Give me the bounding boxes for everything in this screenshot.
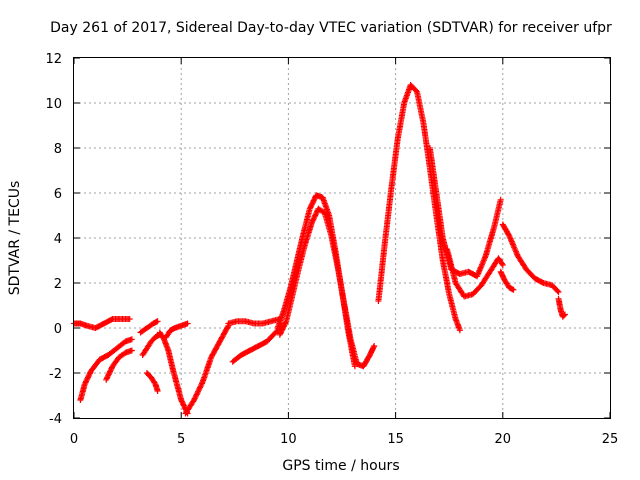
y-tick-label: -4 [49, 412, 62, 427]
y-axis-label: SDTVAR / TECUs [7, 181, 23, 296]
y-tick-label: 12 [45, 52, 62, 67]
data-point-markers [156, 329, 191, 417]
series-arc-g [156, 329, 191, 417]
y-tick-label: 0 [54, 322, 62, 337]
data-point-markers [77, 336, 135, 403]
data-point-markers [163, 320, 191, 340]
data-point-markers [497, 268, 517, 293]
series-arc-e [139, 331, 163, 358]
data-point-markers [143, 370, 161, 394]
data-point-markers [499, 221, 562, 295]
x-tick-label: 25 [602, 432, 619, 447]
data-point-markers [375, 82, 463, 334]
series-arc-f [143, 370, 161, 394]
data-point-markers [444, 246, 506, 300]
x-tick-label: 15 [387, 432, 404, 447]
data-point-markers [139, 331, 163, 358]
series-arc-p [444, 246, 506, 300]
y-tick-label: 6 [54, 187, 62, 202]
y-tick-label: 8 [54, 142, 62, 157]
plot-frame [73, 57, 611, 419]
series-arc-b [77, 336, 135, 403]
series-arc-l [274, 192, 358, 370]
series-arc-i [182, 322, 232, 417]
data-point-markers [276, 205, 378, 370]
series-arc-n [375, 82, 463, 334]
chart-title: Day 261 of 2017, Sidereal Day-to-day VTE… [50, 20, 612, 36]
series-arc-m [276, 205, 378, 370]
data-point-markers [229, 322, 285, 365]
series-arc-d [137, 318, 161, 336]
series-arc-q [499, 221, 562, 295]
data-point-markers [71, 316, 133, 331]
data-point-markers [182, 322, 232, 417]
data-point-markers [103, 347, 135, 383]
data-point-markers [225, 316, 283, 327]
y-tick-label: 10 [45, 97, 62, 112]
series-arc-h [163, 320, 191, 340]
series-arc-c [103, 347, 135, 383]
data-point-markers [426, 145, 504, 280]
data-series [71, 82, 568, 417]
series-arc-k [229, 322, 285, 365]
x-tick-label: 0 [70, 432, 78, 447]
data-point-markers [137, 318, 161, 336]
x-tick-label: 5 [177, 432, 185, 447]
x-axis-label: GPS time / hours [282, 458, 399, 474]
x-tick-label: 10 [280, 432, 297, 447]
y-tick-label: -2 [49, 367, 62, 382]
series-arc-s [555, 295, 568, 320]
data-point-markers [274, 192, 358, 370]
series-arc-j [225, 316, 283, 327]
x-tick-label: 20 [495, 432, 512, 447]
series-arc-r [497, 268, 517, 293]
y-tick-label: 4 [54, 232, 62, 247]
data-point-markers [555, 295, 568, 320]
axis-ticks: 0 5 10 15 20 25 -4 -2 0 2 4 6 8 10 12 [45, 52, 618, 447]
y-tick-label: 2 [54, 277, 62, 292]
series-arc-a [71, 316, 133, 331]
grid-lines [74, 58, 610, 418]
series-arc-o [426, 145, 504, 280]
